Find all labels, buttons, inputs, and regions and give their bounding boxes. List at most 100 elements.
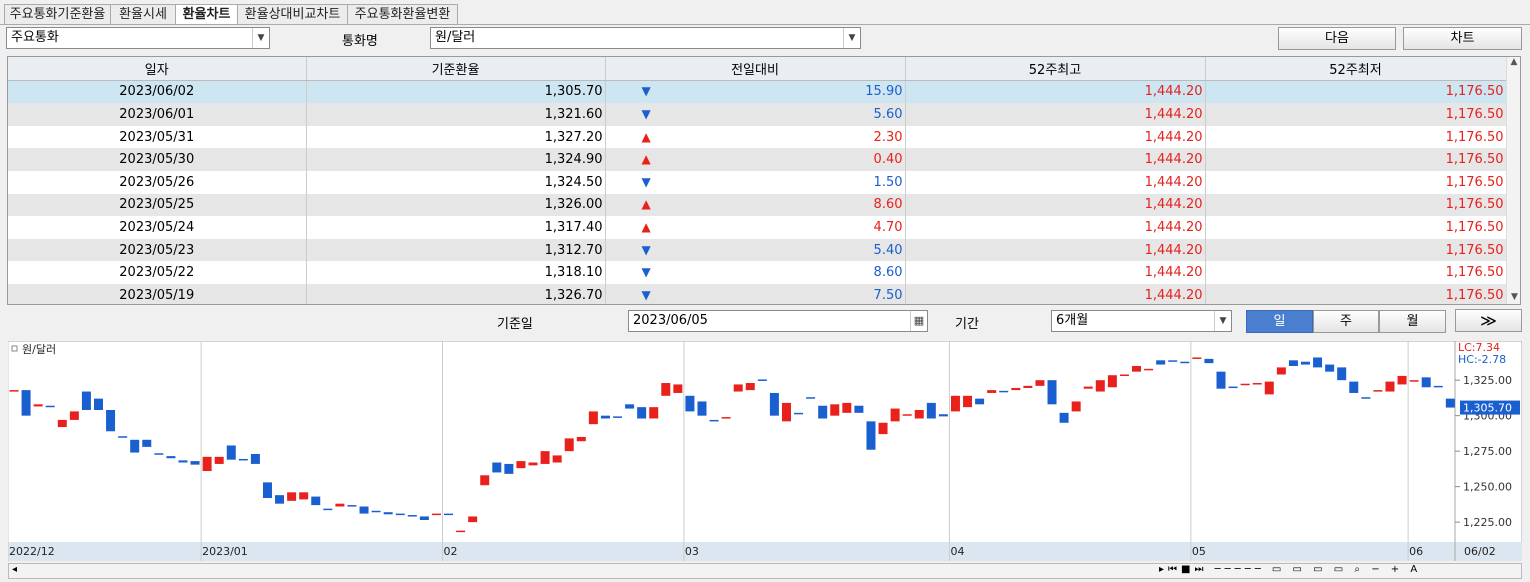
tab[interactable]: 주요통화환율변환 [347, 4, 458, 25]
candle [1180, 361, 1190, 364]
candle [142, 439, 152, 447]
candle [987, 390, 997, 393]
candle [926, 402, 936, 419]
candle [190, 461, 200, 465]
tab[interactable]: 환율차트 [175, 4, 238, 25]
candle [335, 503, 345, 507]
candle [431, 513, 441, 516]
tab[interactable]: 환율시세 [110, 4, 176, 25]
rate-cell: 1,327.20 [306, 125, 606, 149]
candle [1083, 386, 1093, 389]
change-value: 8.60 [873, 197, 903, 213]
label: 기간 [955, 317, 979, 332]
high-cell: 1,444.20 [905, 148, 1206, 171]
change-cell: ▼ 7.50 [605, 283, 906, 304]
high-cell: 1,444.20 [905, 238, 1206, 262]
candle [1047, 380, 1057, 405]
table-row: 2023/06/01 1,321.60 ▼ 5.60 1,444.20 1,176.50 [8, 103, 1507, 126]
candle [721, 417, 731, 419]
change-value: 8.60 [873, 265, 903, 281]
last-date: 06/02 [1464, 545, 1496, 558]
chart-button[interactable]: 차트 [1403, 27, 1522, 50]
hc-label: HC:-2.78 [1458, 353, 1506, 366]
date-value: 2023/06/05 [633, 313, 708, 328]
chart-scrollbar[interactable]: ◂ ▸⏮■⏭ ───── ▭ ▭ ▭ ▭ ⌕ − + A [8, 563, 1522, 579]
change-cell: ▲ 0.40 [605, 148, 906, 171]
next-button[interactable]: 다음 [1278, 27, 1396, 50]
change-cell: ▼ 5.60 [605, 103, 906, 126]
candle [516, 461, 526, 469]
go-button[interactable]: ≫ [1455, 309, 1522, 332]
candle [1288, 360, 1298, 366]
candle [1325, 364, 1335, 372]
x-tick-label: 02 [444, 545, 458, 558]
candle [419, 516, 429, 520]
candle [1144, 368, 1154, 371]
candle [504, 463, 514, 474]
high-cell: 1,444.20 [905, 125, 1206, 149]
candle [166, 456, 176, 459]
x-tick-label: 2022/12 [9, 545, 55, 558]
candle [854, 405, 864, 413]
candle [93, 398, 103, 410]
candle [238, 458, 248, 461]
candle [347, 505, 357, 507]
candle [106, 409, 116, 432]
candle [1216, 371, 1226, 389]
candle [33, 404, 43, 407]
low-cell: 1,176.50 [1205, 170, 1507, 194]
low-cell: 1,176.50 [1205, 193, 1507, 217]
candle [1156, 360, 1166, 365]
high-cell: 1,444.20 [905, 216, 1206, 239]
candle [456, 530, 466, 533]
unit-button[interactable]: 주 [1313, 310, 1379, 333]
unit-button[interactable]: 월 [1379, 310, 1446, 333]
dropdown-arrow: ▼ [843, 28, 860, 48]
y-tick-label: 1,275.00 [1463, 445, 1512, 458]
change-arrow: ▼ [641, 106, 651, 121]
date-cell: 2023/05/31 [8, 125, 307, 149]
candle [866, 421, 876, 450]
candle [625, 404, 635, 409]
change-arrow: ▼ [641, 84, 651, 99]
date-cell: 2023/05/19 [8, 283, 307, 304]
unit-button[interactable]: 일 [1246, 310, 1313, 333]
period-select[interactable]: 6개월 ▼ [1051, 310, 1232, 332]
candle [57, 419, 67, 428]
table-row: 2023/05/19 1,326.70 ▼ 7.50 1,444.20 1,176.50 [8, 283, 1507, 304]
scrollbar[interactable]: ▲ ▼ [1506, 57, 1520, 304]
candle [806, 397, 816, 399]
column-header: 전일대비 [605, 57, 906, 81]
candle [950, 395, 960, 412]
table-row: 2023/05/25 1,326.00 ▲ 8.60 1,444.20 1,176.50 [8, 193, 1507, 217]
dropdown-arrow: ▼ [1214, 311, 1231, 331]
tab[interactable]: 환율상대비교차트 [237, 4, 348, 25]
tab[interactable]: 주요통화기준환율 [4, 4, 111, 25]
lc-label: LC:7.34 [1458, 341, 1500, 354]
candle [1252, 383, 1262, 385]
high-cell: 1,444.20 [905, 261, 1206, 284]
group-select[interactable]: 주요통화 ▼ [6, 27, 270, 49]
candle [794, 412, 804, 415]
candle [69, 411, 79, 420]
low-cell: 1,176.50 [1205, 148, 1507, 171]
candle [1240, 383, 1250, 386]
candle [492, 462, 502, 473]
currency-value: 원/달러 [435, 30, 476, 45]
table-row: 2023/05/30 1,324.90 ▲ 0.40 1,444.20 1,176.50 [8, 148, 1507, 171]
change-value: 2.30 [873, 129, 903, 145]
candle [1385, 381, 1395, 392]
date-input[interactable]: 2023/06/05 ▦ [628, 310, 928, 332]
currency-select[interactable]: 원/달러 ▼ [430, 27, 861, 49]
candle [588, 411, 598, 425]
candle [878, 422, 888, 435]
change-value: 7.50 [873, 287, 903, 303]
candle [999, 390, 1009, 393]
high-cell: 1,444.20 [905, 170, 1206, 194]
date-cell: 2023/06/02 [8, 80, 307, 104]
current-price-box [1460, 400, 1520, 415]
date-cell: 2023/05/22 [8, 261, 307, 284]
candle [226, 445, 236, 460]
candle [299, 492, 309, 500]
candle [769, 392, 779, 416]
